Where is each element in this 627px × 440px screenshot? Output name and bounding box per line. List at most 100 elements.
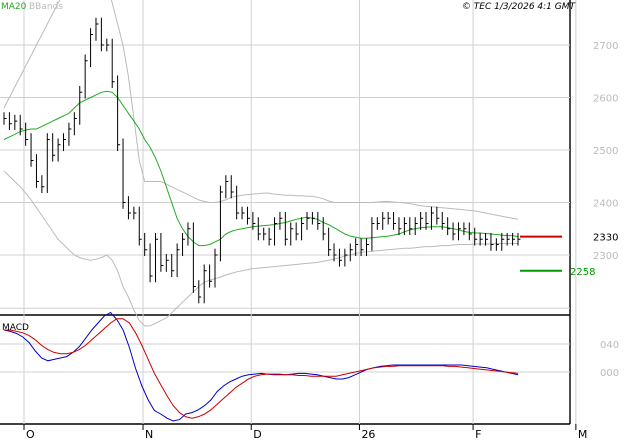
macd-label: MACD	[2, 323, 29, 333]
price-bar	[387, 211, 391, 225]
price-bar	[490, 232, 494, 251]
price-bar	[41, 175, 45, 194]
price-bar	[376, 217, 380, 230]
price-bar	[317, 211, 321, 230]
price-bar	[165, 253, 169, 272]
price-bar	[57, 138, 61, 162]
legend-ma20: MA20	[1, 2, 27, 12]
price-bar	[14, 114, 18, 131]
price-bar	[230, 175, 234, 199]
price-bar	[420, 211, 424, 230]
x-tick-label: N	[145, 428, 153, 440]
price-bar	[144, 232, 148, 257]
price-bar	[84, 54, 88, 99]
price-bar	[371, 217, 375, 251]
macd-lines	[3, 311, 519, 422]
macd-gridlines	[0, 343, 570, 373]
bb-upper-line	[3, 0, 519, 220]
price-panel	[0, 0, 570, 314]
price-bar	[187, 222, 191, 246]
price-bar	[403, 217, 407, 236]
price-bar	[79, 85, 83, 125]
macd-panel	[0, 316, 570, 424]
price-bar	[349, 243, 353, 262]
price-bar	[252, 211, 256, 230]
price-bar	[328, 227, 332, 257]
price-bar	[257, 217, 261, 241]
marker-label-red: 2330	[593, 233, 618, 244]
ma20-line	[3, 90, 519, 247]
x-tick-labels: O N D 26 F M	[23, 424, 588, 440]
price-bar	[409, 217, 413, 236]
bb-lower-line	[3, 170, 518, 327]
price-bar	[457, 222, 461, 241]
price-bar	[8, 112, 12, 131]
price-bar	[68, 122, 72, 146]
price-gridlines	[0, 0, 577, 424]
price-bar	[122, 138, 126, 209]
price-bar	[360, 238, 364, 257]
price-bar	[154, 232, 158, 283]
price-bar	[468, 222, 472, 241]
price-bar	[209, 264, 213, 288]
price-bar	[241, 206, 245, 220]
price-bar	[290, 222, 294, 246]
price-bar	[295, 222, 299, 241]
price-bar	[171, 253, 175, 278]
price-bar	[219, 185, 223, 262]
price-bar	[25, 122, 29, 146]
price-bar	[30, 133, 34, 167]
price-bar	[63, 133, 67, 152]
price-bar	[501, 232, 505, 251]
price-bar	[263, 227, 267, 241]
price-bar	[485, 232, 489, 246]
legend-bbands: BBands	[29, 2, 63, 12]
price-bar	[279, 211, 283, 230]
x-tick-label: M	[578, 428, 588, 440]
price-bar	[398, 217, 402, 236]
price-bar	[35, 154, 39, 188]
copyright-text: © TEC 1/3/2026 4:1 GMT	[462, 2, 577, 12]
price-bar	[284, 211, 288, 246]
price-bar	[338, 248, 342, 267]
macd-line	[3, 311, 519, 422]
price-tick-label: 2600	[593, 94, 618, 105]
price-bar	[214, 248, 218, 288]
x-tick-label: F	[475, 428, 481, 440]
price-bar	[495, 238, 499, 251]
price-bar	[3, 112, 7, 125]
price-bar	[149, 243, 153, 283]
price-bar	[425, 211, 429, 230]
price-bar	[322, 217, 326, 241]
ma20-path	[3, 90, 519, 247]
macd-tick-label: 040	[600, 340, 619, 351]
price-bar	[393, 211, 397, 230]
price-bar	[95, 17, 99, 41]
price-bar	[452, 222, 456, 241]
price-bar	[274, 217, 278, 246]
price-bar	[436, 206, 440, 225]
price-bar	[414, 217, 418, 236]
price-bar	[176, 243, 180, 278]
price-bar	[474, 227, 478, 246]
price-bar	[512, 232, 516, 246]
price-bar	[90, 28, 94, 68]
price-bar	[441, 211, 445, 230]
price-bar	[203, 264, 207, 304]
price-bar	[52, 133, 56, 162]
price-bar	[198, 280, 202, 304]
price-tick-label: 2400	[593, 199, 618, 210]
price-bar	[117, 75, 121, 152]
price-tick-label: 2700	[593, 41, 618, 52]
price-bar	[382, 211, 386, 230]
bollinger-bands	[3, 0, 519, 327]
x-tick-label: 26	[361, 428, 375, 440]
price-bar	[333, 243, 337, 262]
price-bar	[138, 206, 142, 246]
price-bar	[306, 211, 310, 230]
price-bar	[447, 217, 451, 236]
price-bar	[106, 38, 110, 52]
price-bar	[355, 238, 359, 257]
price-bar	[246, 206, 250, 225]
